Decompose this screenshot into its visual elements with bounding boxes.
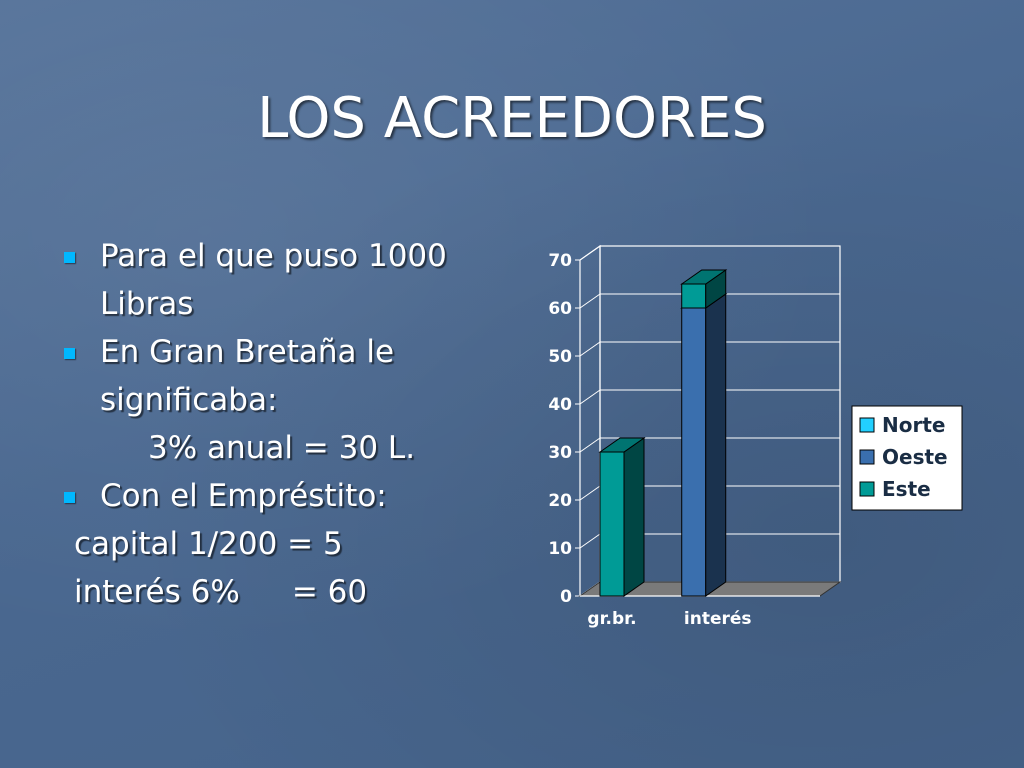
legend-label: Norte: [882, 413, 945, 437]
bullet-item: En Gran Bretaña le: [60, 328, 530, 376]
gridline-side: [579, 437, 601, 453]
bullet-text: Con el Empréstito:: [100, 478, 387, 514]
indented-line: 3% anual = 30 L.: [60, 424, 530, 472]
gridline-side: [579, 293, 601, 309]
bullet-continuation: Libras: [60, 280, 530, 328]
x-tick-label: gr.br.: [587, 609, 636, 629]
bullet-text: Libras: [100, 286, 194, 322]
bullet-text: 3% anual = 30 L.: [148, 430, 416, 466]
gridline-side: [579, 341, 601, 357]
bullet-text: Para el que puso 1000: [100, 238, 447, 274]
gridline-side: [579, 389, 601, 405]
square-bullet-icon: [64, 252, 75, 263]
legend-swatch: [859, 481, 875, 497]
plain-line: capital 1/200 = 5: [60, 520, 530, 568]
bar-top: [598, 437, 646, 453]
slide-body: Para el que puso 1000 Libras En Gran Bre…: [60, 232, 530, 616]
bar-side: [623, 437, 645, 597]
bar-oeste-1: [681, 307, 707, 597]
gridline-side: [579, 245, 601, 261]
legend-label: Este: [882, 477, 931, 501]
gridline-side: [579, 485, 601, 501]
plain-line: interés 6% = 60: [60, 568, 530, 616]
y-tick-label: 70: [548, 251, 572, 271]
bullet-text: = 60: [291, 574, 368, 610]
y-tick-label: 0: [560, 587, 572, 607]
chart-side-wall: [579, 244, 601, 598]
bar-top: [680, 269, 728, 285]
bullet-continuation: significaba:: [60, 376, 530, 424]
bar-este-1: [681, 283, 707, 309]
legend-label: Oeste: [882, 445, 948, 469]
legend-swatch: [859, 449, 875, 465]
bullet-item: Con el Empréstito:: [60, 472, 530, 520]
y-tick-label: 50: [548, 347, 572, 367]
y-tick-label: 40: [548, 395, 572, 415]
bar-chart: 0 10 20 30 40 50 60 70 gr.br. interés Norte Oeste Es…: [548, 244, 963, 629]
y-tick-label: 10: [548, 539, 572, 559]
y-tick-label: 60: [548, 299, 572, 319]
square-bullet-icon: [64, 492, 75, 503]
bullet-text: capital 1/200 = 5: [74, 526, 343, 562]
legend-swatch: [859, 417, 875, 433]
bullet-text: significaba:: [100, 382, 278, 418]
bar-side: [705, 293, 727, 597]
gridline-side: [579, 533, 601, 549]
square-bullet-icon: [64, 348, 75, 359]
slide-title: LOS ACREEDORES: [257, 86, 767, 151]
bar-este-0: [599, 451, 625, 597]
bullet-item: Para el que puso 1000: [60, 232, 530, 280]
bullet-text: En Gran Bretaña le: [100, 334, 395, 370]
x-tick-label: interés: [684, 609, 752, 629]
y-tick-label: 20: [548, 491, 572, 511]
y-tick-label: 30: [548, 443, 572, 463]
bullet-text: interés 6%: [74, 574, 240, 610]
